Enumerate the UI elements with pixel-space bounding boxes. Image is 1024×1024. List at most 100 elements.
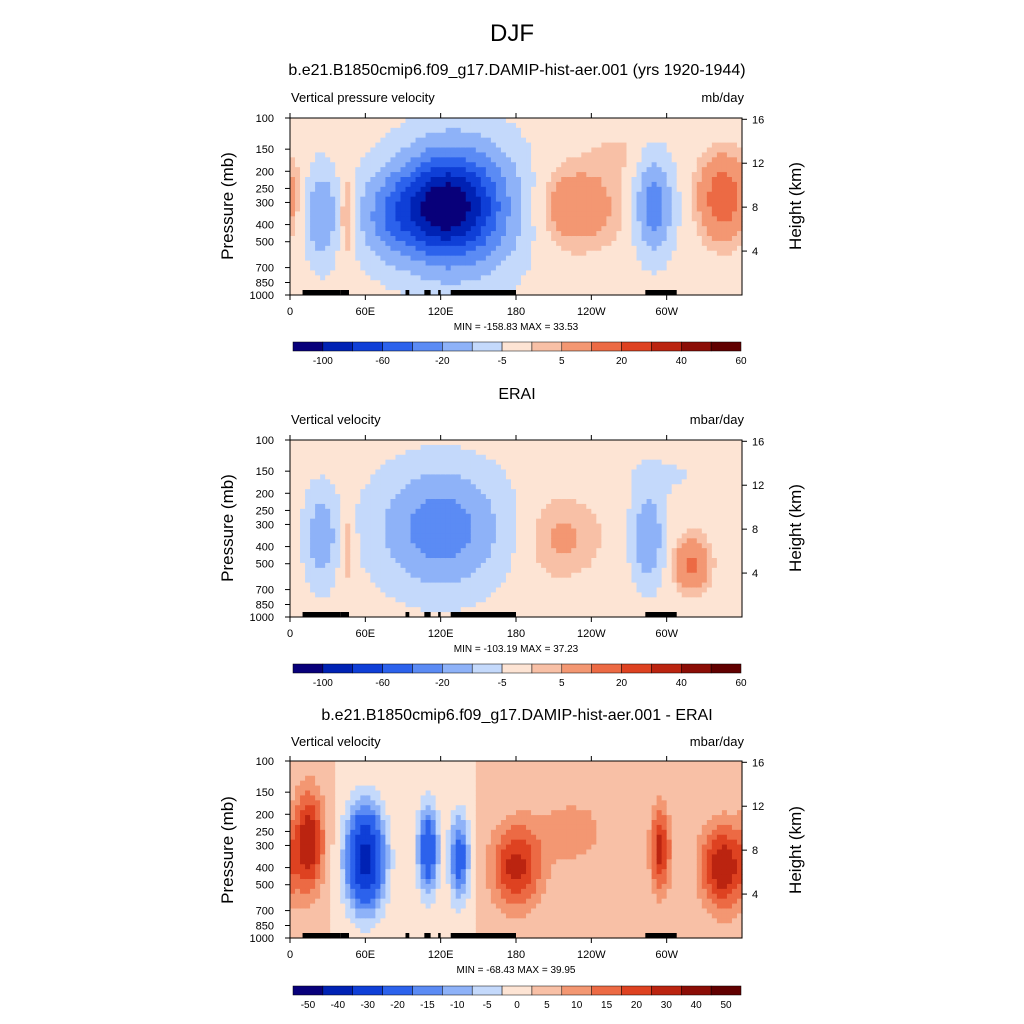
heatmap-cell xyxy=(365,186,371,193)
heatmap-cell xyxy=(651,236,658,242)
heatmap-cell xyxy=(711,270,718,276)
heatmap-cell xyxy=(425,280,432,286)
heatmap-cell xyxy=(636,250,643,257)
heatmap-cell xyxy=(295,186,301,193)
heatmap-cell xyxy=(400,469,407,476)
heatmap-cell xyxy=(290,167,296,173)
heatmap-cell xyxy=(721,157,728,163)
x-tick-label: 60W xyxy=(655,306,678,318)
heatmap-cell xyxy=(350,499,356,505)
heatmap-cell xyxy=(290,122,296,129)
heatmap-cell xyxy=(290,464,296,471)
heatmap-cell xyxy=(676,196,683,203)
heatmap-cell xyxy=(551,231,557,237)
heatmap-cell xyxy=(470,211,477,217)
heatmap-cell xyxy=(300,597,306,603)
heatmap-cell xyxy=(566,201,572,208)
heatmap-cell xyxy=(445,206,452,213)
heatmap-cell xyxy=(516,152,522,158)
heatmap-cell xyxy=(430,484,437,490)
topography-mask xyxy=(438,290,441,295)
heatmap-cell xyxy=(556,260,562,267)
heatmap-cell xyxy=(415,177,422,183)
heatmap-cell xyxy=(400,499,407,505)
heatmap-cell xyxy=(355,499,361,505)
heatmap-cell xyxy=(310,592,316,598)
heatmap-cell xyxy=(310,484,316,490)
heatmap-cell xyxy=(561,167,567,173)
heatmap-cell xyxy=(475,489,482,495)
heatmap-cell xyxy=(480,265,487,272)
heatmap-cell xyxy=(495,265,502,272)
heatmap-cell xyxy=(505,484,512,490)
heatmap-cell xyxy=(370,469,376,476)
heatmap-cell xyxy=(465,236,472,242)
heatmap-cell xyxy=(340,196,346,203)
heatmap-cell xyxy=(455,245,462,252)
heatmap-cell xyxy=(470,132,477,139)
heatmap-cell xyxy=(505,572,512,579)
heatmap-cell xyxy=(360,196,366,203)
heatmap-cell xyxy=(385,489,392,495)
heatmap-cell xyxy=(340,577,346,584)
heatmap-cell xyxy=(641,201,648,208)
heatmap-cell xyxy=(485,157,492,163)
heatmap-cell xyxy=(405,221,412,227)
heatmap-cell xyxy=(626,245,633,252)
heatmap-cell xyxy=(440,226,447,232)
heatmap-cell xyxy=(335,211,341,217)
heatmap-cell xyxy=(686,245,693,252)
heatmap-cell xyxy=(561,270,567,276)
heatmap-cell xyxy=(495,562,502,569)
heatmap-cell xyxy=(626,275,633,281)
y-tick-label: 850 xyxy=(256,278,274,290)
y-right-tick-label: 12 xyxy=(752,158,764,170)
heatmap-cell xyxy=(510,177,517,183)
heatmap-cell xyxy=(465,469,472,476)
heatmap-cell xyxy=(516,245,522,252)
heatmap-cell xyxy=(666,162,673,168)
heatmap-cell xyxy=(526,177,532,183)
heatmap-cell xyxy=(340,280,346,286)
heatmap-cell xyxy=(706,181,713,188)
heatmap-cell xyxy=(510,469,517,476)
heatmap-cell xyxy=(475,548,482,554)
heatmap-cell xyxy=(425,543,432,549)
heatmap-cell xyxy=(475,523,482,530)
heatmap-cell xyxy=(385,558,392,564)
heatmap-cell xyxy=(355,142,361,149)
heatmap-cell xyxy=(721,142,728,149)
heatmap-cell xyxy=(410,250,417,257)
heatmap-cell xyxy=(606,127,613,134)
heatmap-cell xyxy=(626,157,633,163)
heatmap-cell xyxy=(335,216,341,222)
heatmap-cell xyxy=(571,226,577,232)
heatmap-cell xyxy=(546,285,552,291)
heatmap-cell xyxy=(450,607,457,613)
heatmap-cell xyxy=(425,181,432,188)
heatmap-cell xyxy=(495,523,502,530)
heatmap-cell xyxy=(661,122,668,129)
heatmap-cell xyxy=(430,285,437,291)
heatmap-cell xyxy=(425,245,432,252)
heatmap-cell xyxy=(450,137,457,144)
heatmap-cell xyxy=(435,255,442,262)
heatmap-cell xyxy=(460,152,467,158)
heatmap-cell xyxy=(516,479,522,485)
heatmap-cell xyxy=(681,221,688,227)
heatmap-cell xyxy=(661,137,668,144)
heatmap-cell xyxy=(696,132,703,139)
heatmap-cell xyxy=(380,538,387,544)
heatmap-cell xyxy=(631,127,638,134)
heatmap-cell xyxy=(505,469,512,476)
heatmap-cell xyxy=(586,127,592,134)
heatmap-cell xyxy=(475,265,482,272)
heatmap-cell xyxy=(691,186,698,193)
heatmap-cell xyxy=(425,152,432,158)
heatmap-cell xyxy=(485,592,492,598)
heatmap-cell xyxy=(546,142,552,149)
heatmap-cell xyxy=(320,592,326,598)
heatmap-cell xyxy=(455,226,462,232)
heatmap-cell xyxy=(691,245,698,252)
heatmap-cell xyxy=(450,592,457,598)
